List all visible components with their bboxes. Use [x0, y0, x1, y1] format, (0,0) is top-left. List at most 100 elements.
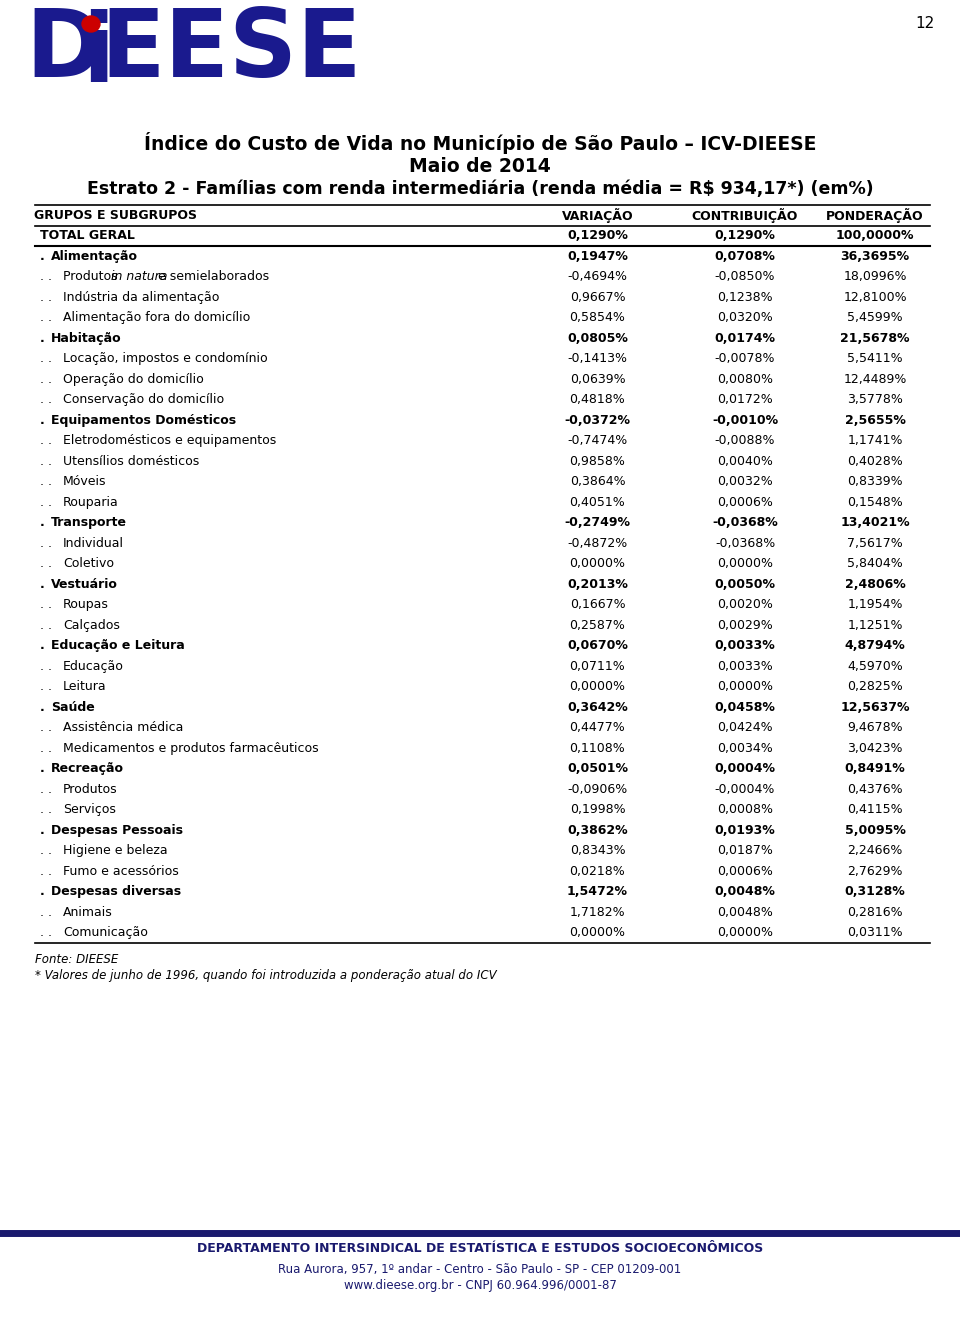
Text: -0,2749%: -0,2749% [564, 517, 631, 530]
Text: -0,0906%: -0,0906% [567, 783, 628, 795]
Text: 0,0000%: 0,0000% [569, 680, 626, 694]
Text: . .: . . [40, 680, 56, 694]
Text: Educação e Leitura: Educação e Leitura [51, 639, 184, 653]
Text: Produtos: Produtos [63, 783, 118, 795]
Text: 0,5854%: 0,5854% [569, 312, 625, 324]
Text: i: i [82, 9, 114, 100]
Text: Leitura: Leitura [63, 680, 107, 694]
Text: 0,1548%: 0,1548% [847, 495, 902, 509]
Text: 5,0095%: 5,0095% [845, 824, 905, 836]
Text: . .: . . [40, 394, 56, 407]
Text: in natura: in natura [111, 271, 167, 283]
Text: . .: . . [40, 557, 56, 571]
Text: 0,0000%: 0,0000% [569, 926, 626, 939]
Text: 0,0000%: 0,0000% [717, 557, 773, 571]
Text: 0,4477%: 0,4477% [569, 721, 625, 734]
Text: 0,0006%: 0,0006% [717, 495, 773, 509]
Text: 0,0033%: 0,0033% [714, 639, 776, 653]
Text: 0,3642%: 0,3642% [567, 700, 628, 713]
Text: Roupas: Roupas [63, 598, 108, 612]
Text: 0,1290%: 0,1290% [714, 230, 776, 242]
Text: .: . [40, 700, 49, 713]
Text: . .: . . [40, 495, 56, 509]
Text: * Valores de junho de 1996, quando foi introduzida a ponderação atual do ICV: * Valores de junho de 1996, quando foi i… [35, 970, 496, 982]
Text: . .: . . [40, 435, 56, 448]
Text: 0,3864%: 0,3864% [569, 476, 625, 489]
Text: Coletivo: Coletivo [63, 557, 114, 571]
Text: 12,4489%: 12,4489% [843, 373, 906, 386]
Text: . .: . . [40, 454, 56, 468]
Text: Saúde: Saúde [51, 700, 95, 713]
Text: Rua Aurora, 957, 1º andar - Centro - São Paulo - SP - CEP 01209-001: Rua Aurora, 957, 1º andar - Centro - São… [278, 1263, 682, 1276]
Text: 0,0805%: 0,0805% [567, 332, 628, 345]
Text: 12: 12 [916, 16, 935, 30]
Text: . .: . . [40, 742, 56, 754]
Text: . .: . . [40, 659, 56, 672]
Text: 1,1741%: 1,1741% [848, 435, 902, 448]
Text: .: . [40, 577, 49, 590]
Text: 1,1251%: 1,1251% [848, 618, 902, 631]
Text: 0,0187%: 0,0187% [717, 844, 773, 857]
Text: Operação do domicílio: Operação do domicílio [63, 373, 204, 386]
Text: Conservação do domicílio: Conservação do domicílio [63, 394, 224, 407]
Text: -0,7474%: -0,7474% [567, 435, 628, 448]
Text: -0,0010%: -0,0010% [712, 413, 778, 427]
Ellipse shape [82, 16, 100, 32]
Text: -0,0850%: -0,0850% [715, 271, 776, 283]
Text: Calçados: Calçados [63, 618, 120, 631]
Text: 0,0639%: 0,0639% [569, 373, 625, 386]
Text: TOTAL GERAL: TOTAL GERAL [40, 230, 134, 242]
Text: 0,9858%: 0,9858% [569, 454, 625, 468]
Text: Vestuário: Vestuário [51, 577, 118, 590]
Text: EESE: EESE [100, 5, 362, 96]
Text: . .: . . [40, 783, 56, 795]
Text: Móveis: Móveis [63, 476, 107, 489]
Text: .: . [40, 413, 49, 427]
Text: 0,0020%: 0,0020% [717, 598, 773, 612]
Text: . .: . . [40, 312, 56, 324]
Text: 0,0080%: 0,0080% [717, 373, 773, 386]
Text: 0,2816%: 0,2816% [847, 906, 902, 918]
Text: 100,0000%: 100,0000% [836, 230, 914, 242]
Text: 0,0050%: 0,0050% [714, 577, 776, 590]
Text: 0,0320%: 0,0320% [717, 312, 773, 324]
Text: Estrato 2 - Famílias com renda intermediária (renda média = R$ 934,17*) (em%): Estrato 2 - Famílias com renda intermedi… [86, 180, 874, 198]
Text: Transporte: Transporte [51, 517, 127, 530]
Text: 13,4021%: 13,4021% [840, 517, 910, 530]
Text: Habitação: Habitação [51, 332, 122, 345]
Text: 18,0996%: 18,0996% [843, 271, 907, 283]
Text: 0,2013%: 0,2013% [567, 577, 628, 590]
Text: GRUPOS E SUBGRUPOS: GRUPOS E SUBGRUPOS [34, 209, 197, 222]
Text: Higiene e beleza: Higiene e beleza [63, 844, 168, 857]
Text: 0,8339%: 0,8339% [847, 476, 902, 489]
Text: Despesas Pessoais: Despesas Pessoais [51, 824, 183, 836]
Text: .: . [40, 517, 49, 530]
Text: 2,5655%: 2,5655% [845, 413, 905, 427]
Text: www.dieese.org.br - CNPJ 60.964.996/0001-87: www.dieese.org.br - CNPJ 60.964.996/0001… [344, 1280, 616, 1292]
Text: Assistência médica: Assistência médica [63, 721, 183, 734]
Text: 0,0458%: 0,0458% [714, 700, 776, 713]
Text: -0,0078%: -0,0078% [715, 353, 776, 365]
Text: .: . [40, 639, 49, 653]
Text: 36,3695%: 36,3695% [840, 250, 909, 263]
Text: 0,0048%: 0,0048% [717, 906, 773, 918]
Text: 0,0711%: 0,0711% [569, 659, 625, 672]
Text: -0,1413%: -0,1413% [567, 353, 628, 365]
Text: -0,0004%: -0,0004% [715, 783, 775, 795]
Text: . .: . . [40, 271, 56, 283]
Text: 0,0000%: 0,0000% [717, 926, 773, 939]
Text: DEPARTAMENTO INTERSINDICAL DE ESTATÍSTICA E ESTUDOS SOCIOECONÔMICOS: DEPARTAMENTO INTERSINDICAL DE ESTATÍSTIC… [197, 1243, 763, 1255]
Text: .: . [40, 332, 49, 345]
Text: 0,0040%: 0,0040% [717, 454, 773, 468]
Text: 0,0034%: 0,0034% [717, 742, 773, 754]
Text: -0,4872%: -0,4872% [567, 536, 628, 550]
Text: 0,2825%: 0,2825% [847, 680, 902, 694]
Text: 0,1998%: 0,1998% [569, 803, 625, 816]
Text: 0,0670%: 0,0670% [567, 639, 628, 653]
Text: -0,4694%: -0,4694% [567, 271, 628, 283]
Text: . .: . . [40, 721, 56, 734]
Text: 0,0174%: 0,0174% [714, 332, 776, 345]
Text: . .: . . [40, 536, 56, 550]
Text: . .: . . [40, 618, 56, 631]
Text: 0,0008%: 0,0008% [717, 803, 773, 816]
